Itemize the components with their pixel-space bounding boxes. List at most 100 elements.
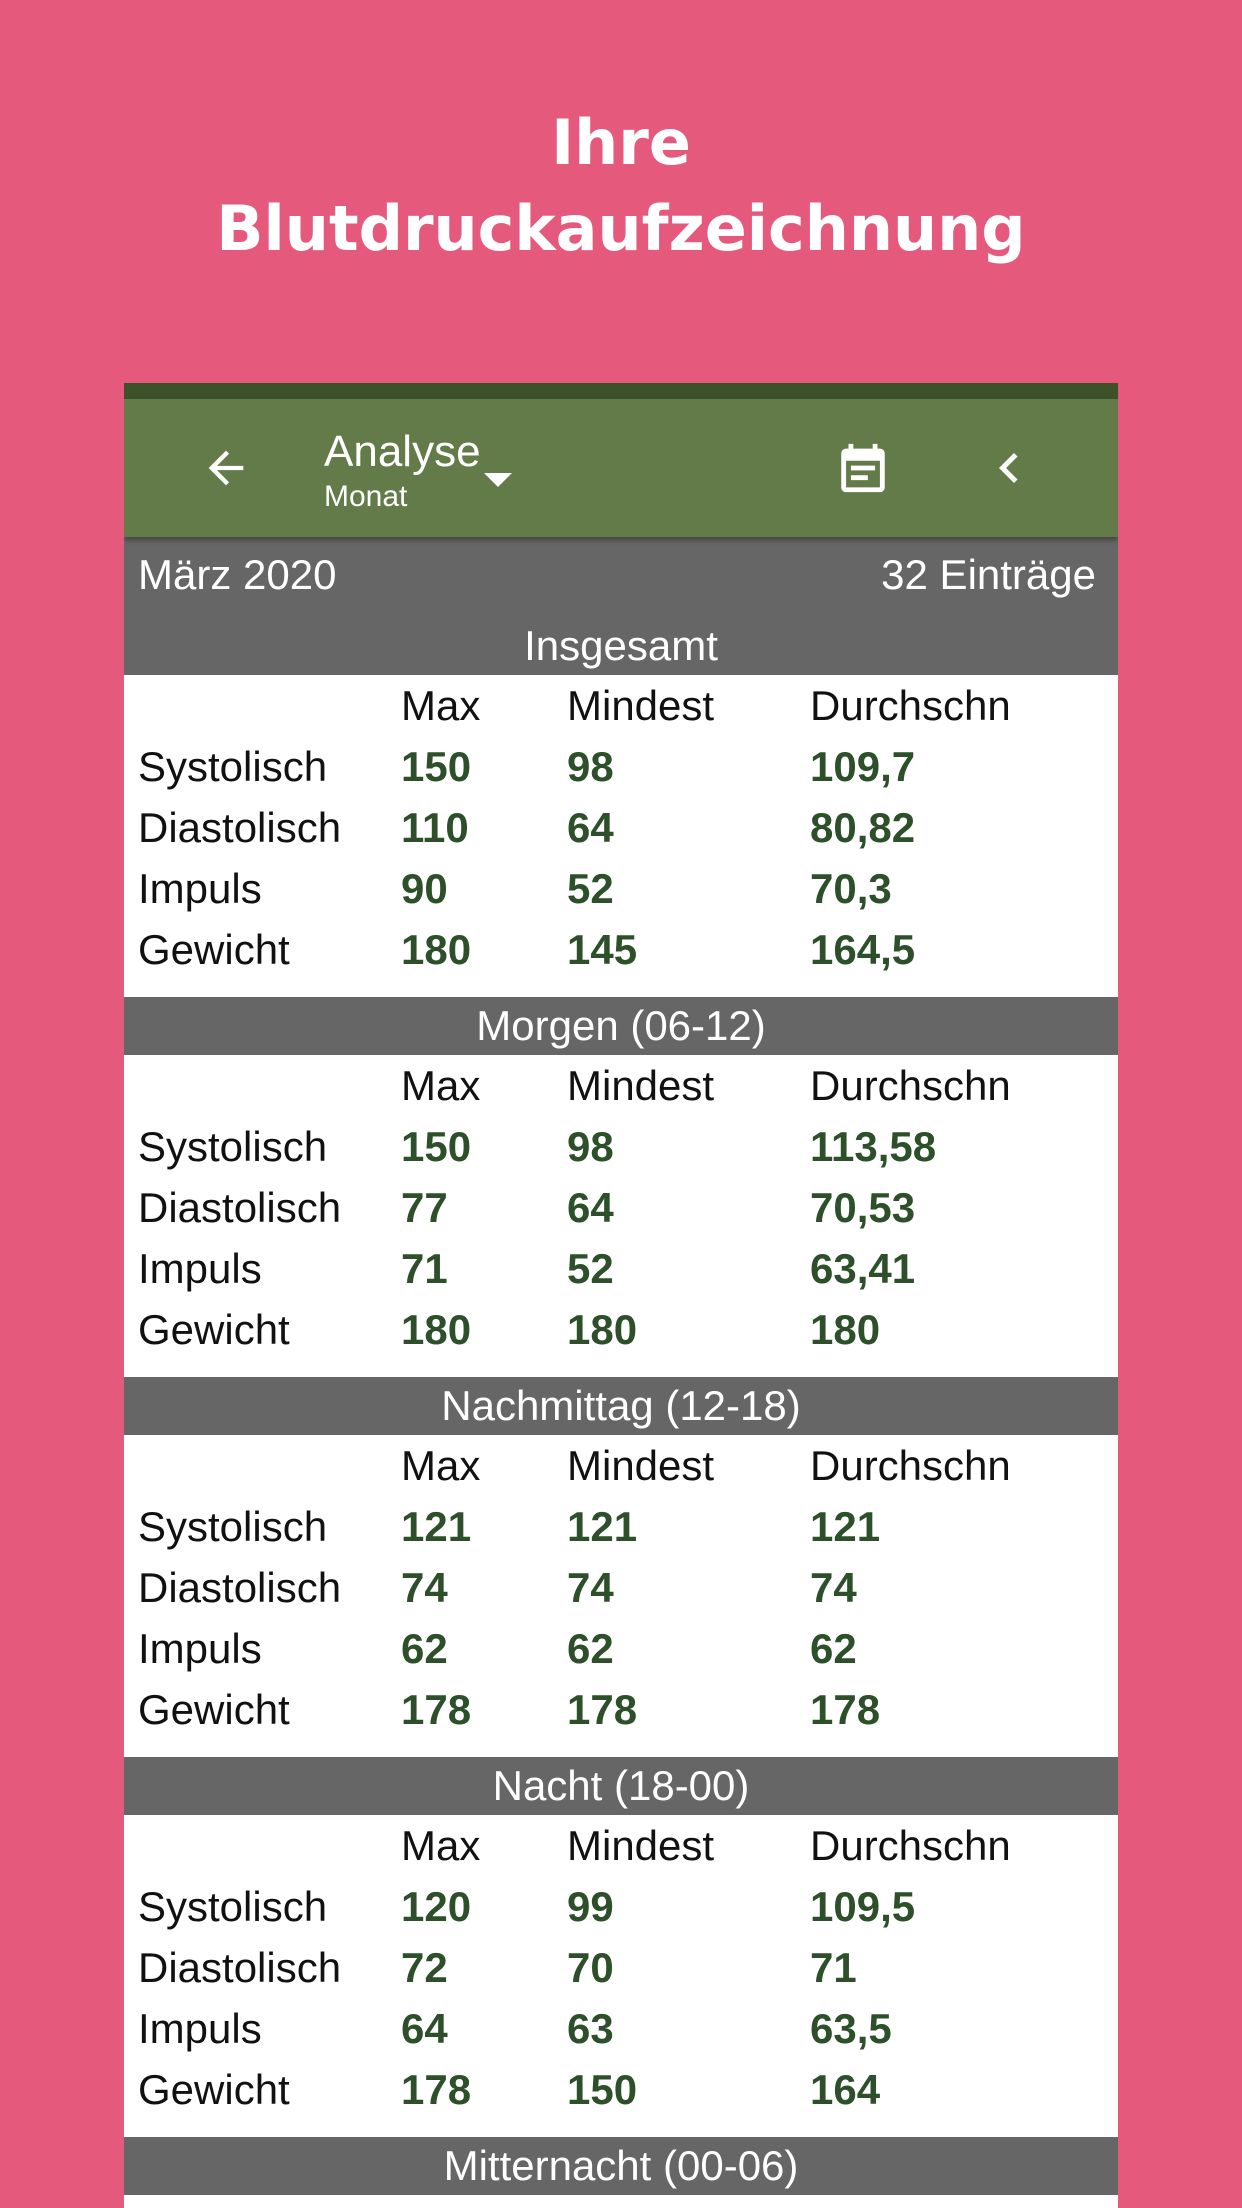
avg-value: 121 <box>810 1503 881 1550</box>
min-value: 98 <box>567 743 614 790</box>
avg-value: 62 <box>810 1625 857 1672</box>
max-value: 64 <box>401 2005 448 2052</box>
min-value: 99 <box>567 1883 614 1930</box>
section-header-night: Nacht (18-00) <box>124 1757 1118 1815</box>
chevron-left-icon <box>999 453 1018 483</box>
row-label: Systolisch <box>138 743 328 790</box>
avg-value: 109,7 <box>810 743 916 790</box>
row-label: Impuls <box>138 1625 262 1672</box>
row-label: Gewicht <box>138 2066 290 2113</box>
table-row: Impuls 62 62 62 <box>124 1618 1118 1679</box>
promo-line-1: Ihre <box>551 106 691 179</box>
phone-screen: Analyse Monat März 2020 32 Einträge Insg… <box>124 383 1118 2208</box>
max-value: 71 <box>401 1245 448 1292</box>
column-header-max: Max <box>401 1062 481 1109</box>
table-row: Diastolisch 110 64 80,82 <box>124 797 1118 858</box>
toolbar-title: Analyse <box>324 427 481 476</box>
row-label: Systolisch <box>138 1503 328 1550</box>
row-label: Impuls <box>138 2005 262 2052</box>
max-value: 62 <box>401 1625 448 1672</box>
status-bar <box>124 383 1118 399</box>
period-label: März 2020 <box>138 551 337 598</box>
max-value: 120 <box>401 1883 472 1930</box>
section-header-overall: Insgesamt <box>124 617 1118 675</box>
next-month-button[interactable] <box>1114 418 1118 518</box>
row-label: Gewicht <box>138 1306 290 1353</box>
avg-value: 74 <box>810 1564 857 1611</box>
promo-line-2: Blutdruckaufzeichnung <box>216 192 1026 265</box>
table-row: Systolisch 150 98 109,7 <box>124 736 1118 797</box>
period-selector[interactable]: Analyse Monat <box>324 427 544 517</box>
back-button[interactable] <box>176 418 276 518</box>
previous-month-button[interactable] <box>959 418 1059 518</box>
max-value: 180 <box>401 1306 472 1353</box>
row-label: Diastolisch <box>138 1184 342 1231</box>
column-header-max: Max <box>401 682 481 729</box>
dropdown-arrow-icon[interactable] <box>484 473 512 487</box>
arrow-back-icon <box>208 450 244 486</box>
section-header-midnight: Mitternacht (00-06) <box>124 2137 1118 2195</box>
table-row: Diastolisch 77 64 70,53 <box>124 1177 1118 1238</box>
column-header-row: Max Mindest Durchschn <box>124 1435 1118 1496</box>
avg-value: 71 <box>810 1944 857 1991</box>
max-value: 77 <box>401 1184 448 1231</box>
max-value: 72 <box>401 1944 448 1991</box>
max-value: 121 <box>401 1503 472 1550</box>
max-value: 90 <box>401 865 448 912</box>
column-header-min: Mindest <box>567 1442 715 1489</box>
entries-count: 32 Einträge <box>881 551 1096 598</box>
period-summary-bar: März 2020 32 Einträge <box>124 537 1118 617</box>
avg-value: 109,5 <box>810 1883 916 1930</box>
avg-value: 80,82 <box>810 804 916 851</box>
avg-value: 63,41 <box>810 1245 916 1292</box>
min-value: 121 <box>567 1503 638 1550</box>
column-header-avg: Durchschn <box>810 1442 1011 1489</box>
column-header-avg: Durchschn <box>810 1822 1011 1869</box>
column-header-row: Max Mindest Durchschn <box>124 675 1118 736</box>
avg-value: 70,3 <box>810 865 892 912</box>
section-header-afternoon: Nachmittag (12-18) <box>124 1377 1118 1435</box>
max-value: 178 <box>401 2066 472 2113</box>
app-toolbar: Analyse Monat <box>124 399 1118 537</box>
min-value: 150 <box>567 2066 638 2113</box>
section-table-overall: Max Mindest Durchschn Systolisch 150 98 … <box>124 675 1118 997</box>
section-table-afternoon: Max Mindest Durchschn Systolisch 121 121… <box>124 1435 1118 1757</box>
table-row: Impuls 64 63 63,5 <box>124 1998 1118 2059</box>
min-value: 62 <box>567 1625 614 1672</box>
max-value: 150 <box>401 1123 472 1170</box>
column-header-max: Max <box>401 1822 481 1869</box>
table-row: Gewicht 178 150 164 <box>124 2059 1118 2120</box>
min-value: 74 <box>567 1564 614 1611</box>
column-header-min: Mindest <box>567 1062 715 1109</box>
analysis-content: März 2020 32 Einträge Insgesamt Max Mind… <box>124 537 1118 2195</box>
avg-value: 63,5 <box>810 2005 892 2052</box>
row-label: Gewicht <box>138 926 290 973</box>
column-header-min: Mindest <box>567 682 715 729</box>
column-header-row: Max Mindest Durchschn <box>124 1815 1118 1876</box>
table-row: Gewicht 180 180 180 <box>124 1299 1118 1360</box>
column-header-max: Max <box>401 1442 481 1489</box>
max-value: 150 <box>401 743 472 790</box>
promo-headline: Ihre Blutdruckaufzeichnung <box>0 100 1242 272</box>
row-label: Impuls <box>138 1245 262 1292</box>
table-row: Gewicht 180 145 164,5 <box>124 919 1118 980</box>
section-table-morning: Max Mindest Durchschn Systolisch 150 98 … <box>124 1055 1118 1377</box>
avg-value: 70,53 <box>810 1184 916 1231</box>
min-value: 178 <box>567 1686 638 1733</box>
row-label: Systolisch <box>138 1883 328 1930</box>
table-row: Diastolisch 74 74 74 <box>124 1557 1118 1618</box>
column-header-avg: Durchschn <box>810 682 1011 729</box>
max-value: 180 <box>401 926 472 973</box>
table-row: Systolisch 121 121 121 <box>124 1496 1118 1557</box>
row-label: Diastolisch <box>138 1564 342 1611</box>
min-value: 64 <box>567 804 614 851</box>
min-value: 180 <box>567 1306 638 1353</box>
section-table-night: Max Mindest Durchschn Systolisch 120 99 … <box>124 1815 1118 2137</box>
min-value: 98 <box>567 1123 614 1170</box>
max-value: 178 <box>401 1686 472 1733</box>
calendar-button[interactable] <box>813 418 913 518</box>
avg-value: 113,58 <box>810 1123 937 1170</box>
min-value: 52 <box>567 1245 614 1292</box>
avg-value: 164 <box>810 2066 881 2113</box>
column-header-avg: Durchschn <box>810 1062 1011 1109</box>
